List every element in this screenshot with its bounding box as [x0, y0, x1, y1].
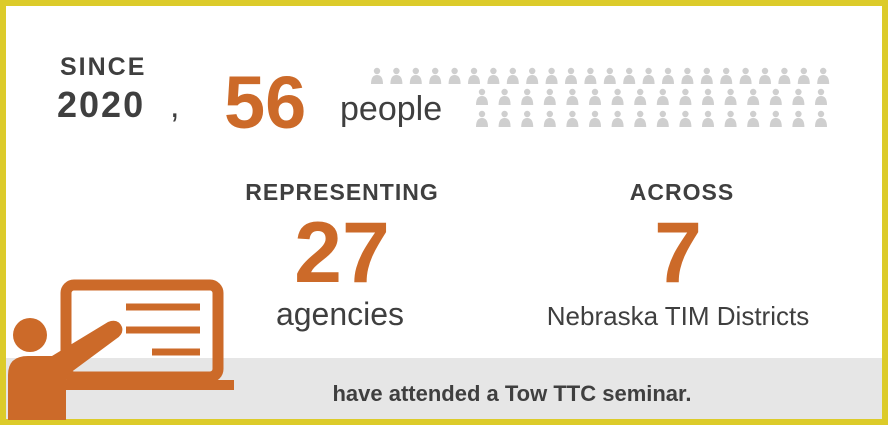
- infographic: SINCE 2020 , 56 people REPRESENTING 27 a…: [0, 0, 888, 425]
- stat-value: 7: [654, 205, 702, 301]
- stat-unit: Nebraska TIM Districts: [547, 301, 809, 331]
- stat-unit: agencies: [276, 296, 404, 332]
- people-count: 56: [224, 61, 306, 144]
- footer-text: have attended a Tow TTC seminar.: [332, 381, 691, 406]
- stat-label: REPRESENTING: [245, 179, 438, 205]
- people-unit: people: [340, 90, 442, 128]
- year: 2020: [57, 84, 145, 125]
- since-label: SINCE: [60, 53, 146, 81]
- stat-value: 27: [294, 205, 390, 301]
- stat-label: ACROSS: [630, 179, 734, 205]
- comma: ,: [170, 87, 179, 125]
